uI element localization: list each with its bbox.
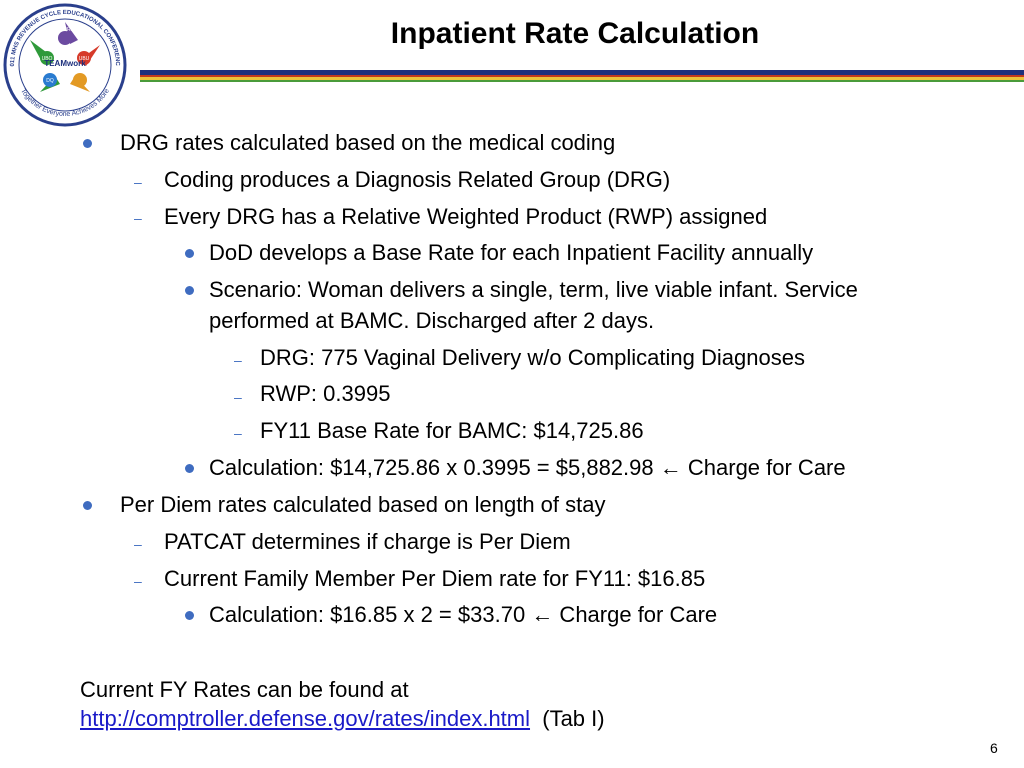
calculation-suffix: Charge for Care	[553, 602, 718, 627]
logo-hand-label: DQ	[46, 78, 54, 84]
calculation-line: Calculation: $16.85 x 2 = $33.70 ← Charg…	[209, 602, 717, 628]
bullet-icon	[83, 501, 92, 510]
bullet-icon	[185, 286, 194, 295]
slide-title: Inpatient Rate Calculation	[390, 17, 760, 50]
bullet-text: DoD develops a Base Rate for each Inpati…	[209, 240, 814, 265]
bullet-text-continued: performed at BAMC. Discharged after 2 da…	[209, 308, 655, 333]
calculation-suffix: Charge for Care	[681, 455, 846, 480]
left-arrow-icon: ←	[531, 602, 554, 627]
rates-note-tab: (Tab I)	[530, 706, 605, 731]
dash-icon: –	[234, 352, 242, 368]
bullet-text: DRG: 775 Vaginal Delivery w/o Complicati…	[260, 345, 805, 370]
title-divider	[140, 70, 1024, 84]
left-arrow-icon: ←	[659, 455, 682, 480]
bullet-text: Coding produces a Diagnosis Related Grou…	[164, 167, 671, 192]
logo-hand-label: UBO	[42, 56, 53, 62]
rates-note: Current FY Rates can be found at	[80, 677, 409, 702]
rates-link[interactable]: http://comptroller.defense.gov/rates/ind…	[80, 706, 531, 731]
bullet-icon	[83, 139, 92, 148]
dash-icon: –	[234, 425, 242, 441]
page-number: 6	[990, 740, 998, 756]
bullet-text: DRG rates calculated based on the medica…	[120, 130, 616, 155]
bullet-icon	[185, 464, 194, 473]
calculation-text: Calculation: $16.85 x 2 = $33.70	[209, 602, 526, 627]
bullet-text: Current Family Member Per Diem rate for …	[164, 566, 706, 591]
bullet-icon	[185, 249, 194, 258]
logo-hand-label: MEPRS	[56, 27, 74, 33]
bullet-text: RWP: 0.3995	[260, 381, 391, 406]
conference-logo: TEAMwork MEPRS UBO UBU DQ 2011 MHS REVEN…	[0, 0, 127, 127]
dash-icon: –	[134, 536, 142, 552]
bullet-icon	[185, 611, 194, 620]
dash-icon: –	[134, 573, 142, 589]
bullet-text: FY11 Base Rate for BAMC: $14,725.86	[260, 418, 644, 443]
calculation-line: Calculation: $14,725.86 x 0.3995 = $5,88…	[209, 455, 846, 481]
bullet-text: Scenario: Woman delivers a single, term,…	[209, 277, 858, 302]
logo-hand-label: UBU	[79, 56, 90, 62]
logo-center-text: TEAMwork	[44, 59, 86, 68]
dash-icon: –	[134, 174, 142, 190]
bullet-text: Per Diem rates calculated based on lengt…	[120, 492, 606, 517]
bullet-text: Every DRG has a Relative Weighted Produc…	[164, 204, 768, 229]
dash-icon: –	[234, 389, 242, 405]
dash-icon: –	[134, 210, 142, 226]
calculation-text: Calculation: $14,725.86 x 0.3995 = $5,88…	[209, 455, 654, 480]
bullet-text: PATCAT determines if charge is Per Diem	[164, 529, 571, 554]
rates-note-link-line: http://comptroller.defense.gov/rates/ind…	[80, 706, 605, 732]
